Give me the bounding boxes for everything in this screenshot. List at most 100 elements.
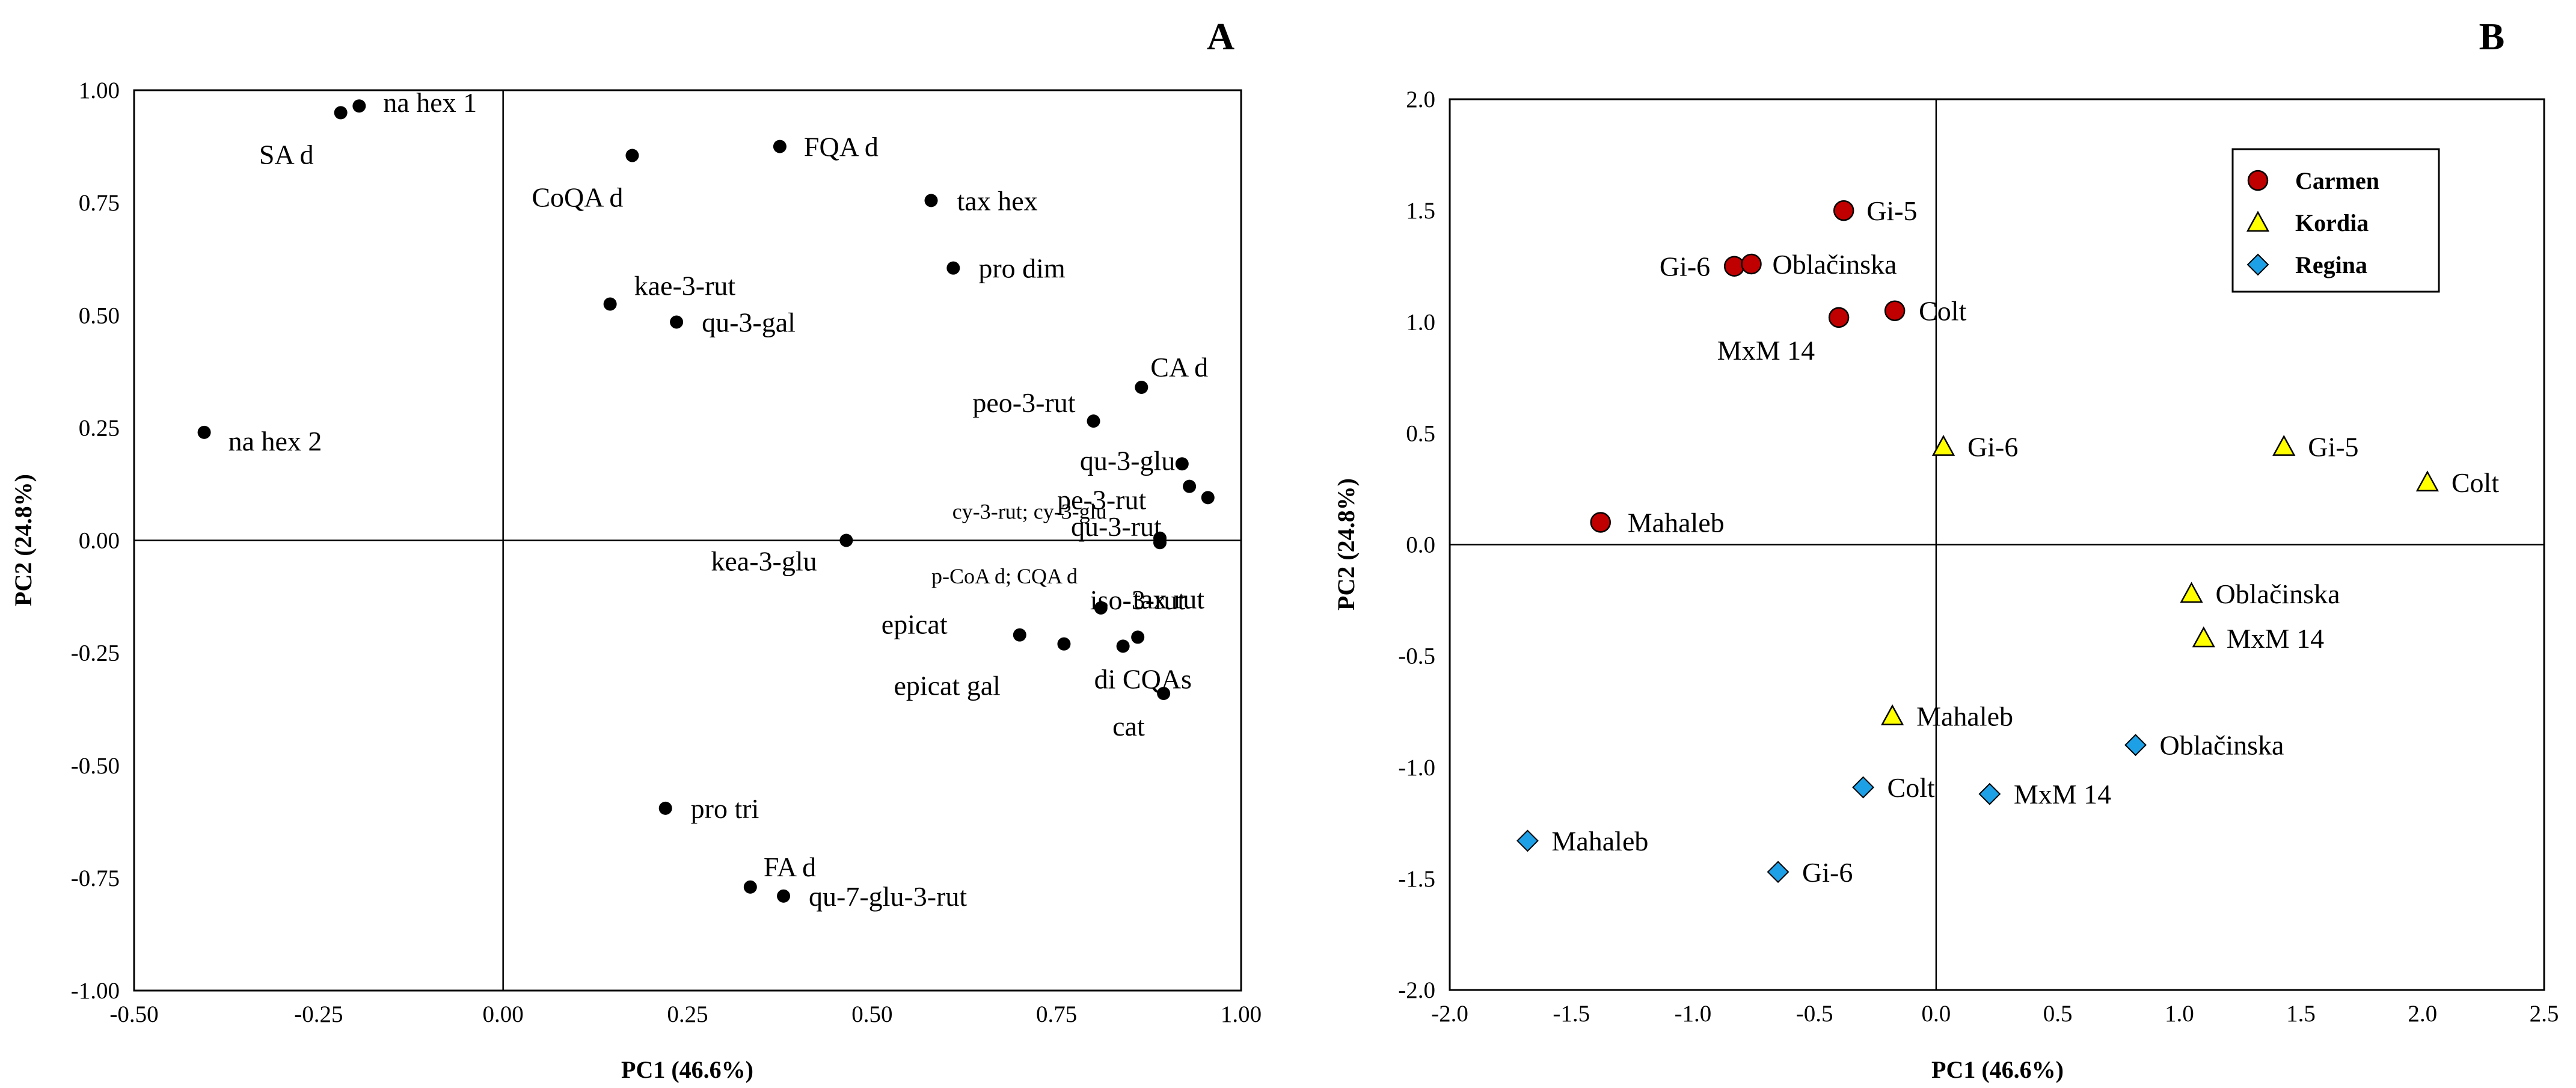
panel-a-y-axis-title: PC2 (24.8%) [10, 474, 37, 606]
panel-b-point-carmen-colt [1884, 300, 1906, 321]
panel-a-y-tick-label: -1.00 [71, 978, 120, 1004]
panel-a-point-fa-d [743, 880, 757, 894]
panel-b-point-carmen-gi-6 [1723, 256, 1745, 277]
panel-b-point-carmen-mahaleb [1590, 512, 1612, 533]
panel-b-point-labels: Gi-5 Gi-6 Oblačinska Colt MxM 14 Mahaleb Gi-6 G… [1551, 195, 2499, 888]
panel-b-y-tick-label: -0.5 [1398, 644, 1435, 669]
panel-a-loadings-plot: A -0.50 -0.25 0.00 0.25 0.50 0.75 1.00 1.00 0.75… [10, 15, 1262, 1083]
panel-a-x-axis-title: PC1 (46.6%) [621, 1056, 753, 1083]
panel-b-y-tick-label: 1.5 [1406, 198, 1435, 224]
panel-a-x-tick-label: 0.00 [483, 1001, 524, 1027]
panel-a-label-qu-7-glu-3-rut: qu-7-glu-3-rut [809, 881, 967, 912]
panel-b-label-kordia-mahaleb: Mahaleb [1916, 701, 2013, 732]
panel-b-legend: Carmen Kordia Regina [2231, 148, 2440, 293]
panel-a-label-iso-3-rut: iso-3-rut [1090, 585, 1186, 615]
legend-label-carmen: Carmen [2295, 167, 2379, 194]
panel-b-label-carmen-mahaleb: Mahaleb [1628, 507, 1725, 538]
panel-b-x-tick-label: 2.5 [2530, 1001, 2559, 1027]
legend-label-kordia: Kordia [2295, 209, 2369, 236]
panel-b-point-regina-colt [1852, 776, 1874, 799]
panel-a-y-tick-label: 0.00 [79, 528, 120, 554]
panel-a-tick-labels: -0.50 -0.25 0.00 0.25 0.50 0.75 1.00 1.00 0.75 0.… [71, 78, 1262, 1027]
panel-b-point-regina-obla-inska [2124, 734, 2147, 757]
panel-a-y-tick-label: -0.50 [71, 753, 120, 779]
panel-b-label-carmen-colt: Colt [1919, 296, 1966, 327]
panel-a-y-tick-label: 1.00 [79, 78, 120, 103]
panel-a-label-ca-d: CA d [1150, 352, 1208, 383]
panel-b-label-regina-gi-6: Gi-6 [1802, 857, 1853, 888]
panel-a-label-kae-3-rut: kae-3-rut [634, 271, 736, 301]
panel-a-label-coqa-d: CoQA d [532, 182, 623, 213]
panel-a-y-tick-label: 0.25 [79, 415, 120, 441]
panel-b-point-carmen-gi-5 [1833, 200, 1854, 221]
panel-a-y-tick-label: -0.25 [71, 641, 120, 666]
panel-b-point-kordia-obla-inska [2180, 582, 2203, 603]
panel-a-x-tick-label: 0.25 [667, 1001, 708, 1027]
panel-a-zero-lines [134, 90, 1241, 991]
panel-a-point-fqa-d [773, 140, 787, 153]
panel-b-point-kordia-gi-5 [2272, 434, 2296, 456]
panel-b-zero-lines [1450, 99, 2544, 990]
panel-b-y-tick-label: 1.0 [1406, 309, 1435, 335]
panel-b-point-kordia-colt [2415, 470, 2439, 492]
panel-a-point-qu-7-glu-3-rut [777, 889, 791, 903]
panel-a-point-pro-tri [658, 801, 672, 815]
panel-b-x-axis-title: PC1 (46.6%) [1931, 1056, 2064, 1083]
panel-a-label-cat: cat [1112, 711, 1145, 742]
panel-a-point-epicat-gal [1057, 637, 1071, 651]
panel-a-letter: A [1207, 15, 1234, 58]
panel-b-label-regina-obla-inska: Oblačinska [2160, 730, 2284, 761]
panel-b-label-kordia-colt: Colt [2452, 467, 2499, 498]
panel-b-point-carmen-mxm-14 [1828, 307, 1850, 328]
panel-b-label-regina-mahaleb: Mahaleb [1551, 826, 1648, 856]
panel-b-point-kordia-gi-6 [1931, 434, 1955, 456]
panel-a-point-di-cqas [1116, 639, 1130, 653]
panel-a-y-tick-label: -0.75 [71, 865, 120, 891]
panel-b-x-tick-label: -1.5 [1553, 1001, 1590, 1027]
panel-b-x-tick-label: 0.5 [2043, 1001, 2073, 1027]
panel-b-label-regina-mxm-14: MxM 14 [2014, 779, 2111, 810]
panel-a-label-di-cqas: di CQAs [1094, 663, 1192, 694]
panel-b-point-regina-mahaleb [1516, 829, 1539, 852]
panel-b-label-carmen-mxm-14: MxM 14 [1717, 335, 1815, 366]
panel-a-label-epicat-gal: epicat gal [894, 671, 1001, 701]
panel-a-label-pe-3-rut: pe-3-rut [1057, 485, 1146, 515]
panel-a-point-cy-3-rut-cy-3-glu [1201, 491, 1215, 505]
panel-b-x-tick-label: -0.5 [1796, 1001, 1833, 1027]
panel-a-point-p-coa-d-cqa-d [1153, 536, 1167, 550]
panel-a-x-tick-label: 0.50 [851, 1001, 892, 1027]
panel-a-point-sa-d [334, 106, 348, 120]
panel-b-y-tick-label: -1.0 [1398, 755, 1435, 781]
panel-a-label-qu-3-rut: qu-3-rut [1071, 511, 1162, 542]
panel-b-y-tick-label: 2.0 [1406, 87, 1435, 112]
panel-b-point-kordia-mxm-14 [2192, 626, 2215, 648]
panel-b-point-carmen-obla-inska [1741, 253, 1762, 275]
panel-a-point-pe-3-rut [1183, 479, 1197, 493]
legend-marker-kordia [2246, 211, 2270, 232]
panel-b-letter: B [2479, 15, 2505, 58]
panel-b-scores-plot: B -2.0 -1.5 -1.0 -0.5 0.0 0.5 1.0 1.5 2.0 2.5 2.0 1… [1332, 15, 2559, 1083]
panel-a-point-kae-3-rut [603, 297, 617, 311]
panel-a-point-ca-d [1135, 381, 1148, 395]
panel-b-label-regina-colt: Colt [1888, 772, 1935, 803]
panel-a-label-tax-hex: tax hex [957, 185, 1038, 216]
panel-a-label-fa-d: FA d [764, 852, 816, 882]
panel-b-label-kordia-gi-5: Gi-5 [2308, 432, 2358, 463]
panel-b-y-tick-label: 0.5 [1406, 420, 1435, 446]
panel-b-y-tick-label: -2.0 [1398, 977, 1435, 1003]
panel-a-point-epicat [1013, 628, 1026, 642]
panel-a-points [197, 99, 1215, 903]
panel-a-point-peo-3-rut [1087, 414, 1100, 428]
panel-b-x-tick-label: 2.0 [2408, 1001, 2437, 1027]
panel-a-label-kea-3-glu: kea-3-glu [711, 546, 817, 577]
panel-b-label-kordia-gi-6: Gi-6 [1967, 432, 2018, 463]
panel-a-point-na-hex-2 [197, 425, 211, 439]
panel-a-y-tick-label: 0.50 [79, 303, 120, 328]
panel-b-x-tick-label: -2.0 [1431, 1001, 1468, 1027]
panel-b-points [1516, 200, 2439, 884]
panel-b-x-tick-label: 1.0 [2165, 1001, 2194, 1027]
panel-a-label-sa-d: SA d [259, 139, 314, 170]
panel-b-y-axis-title: PC2 (24.8%) [1332, 478, 1360, 610]
panel-b-point-regina-mxm-14 [1978, 782, 2001, 805]
